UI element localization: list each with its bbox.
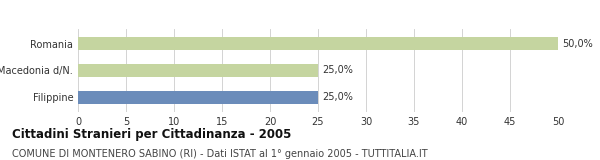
Bar	[78, 91, 318, 104]
Text: COMUNE DI MONTENERO SABINO (RI) - Dati ISTAT al 1° gennaio 2005 - TUTTITALIA.IT: COMUNE DI MONTENERO SABINO (RI) - Dati I…	[12, 149, 428, 159]
Text: Cittadini Stranieri per Cittadinanza - 2005: Cittadini Stranieri per Cittadinanza - 2…	[12, 128, 292, 141]
Text: 25,0%: 25,0%	[322, 92, 353, 102]
Bar	[78, 37, 558, 50]
Text: 50,0%: 50,0%	[562, 39, 593, 49]
Legend: Europa, Asia: Europa, Asia	[262, 0, 374, 2]
Bar	[78, 64, 318, 77]
Text: 25,0%: 25,0%	[322, 65, 353, 75]
